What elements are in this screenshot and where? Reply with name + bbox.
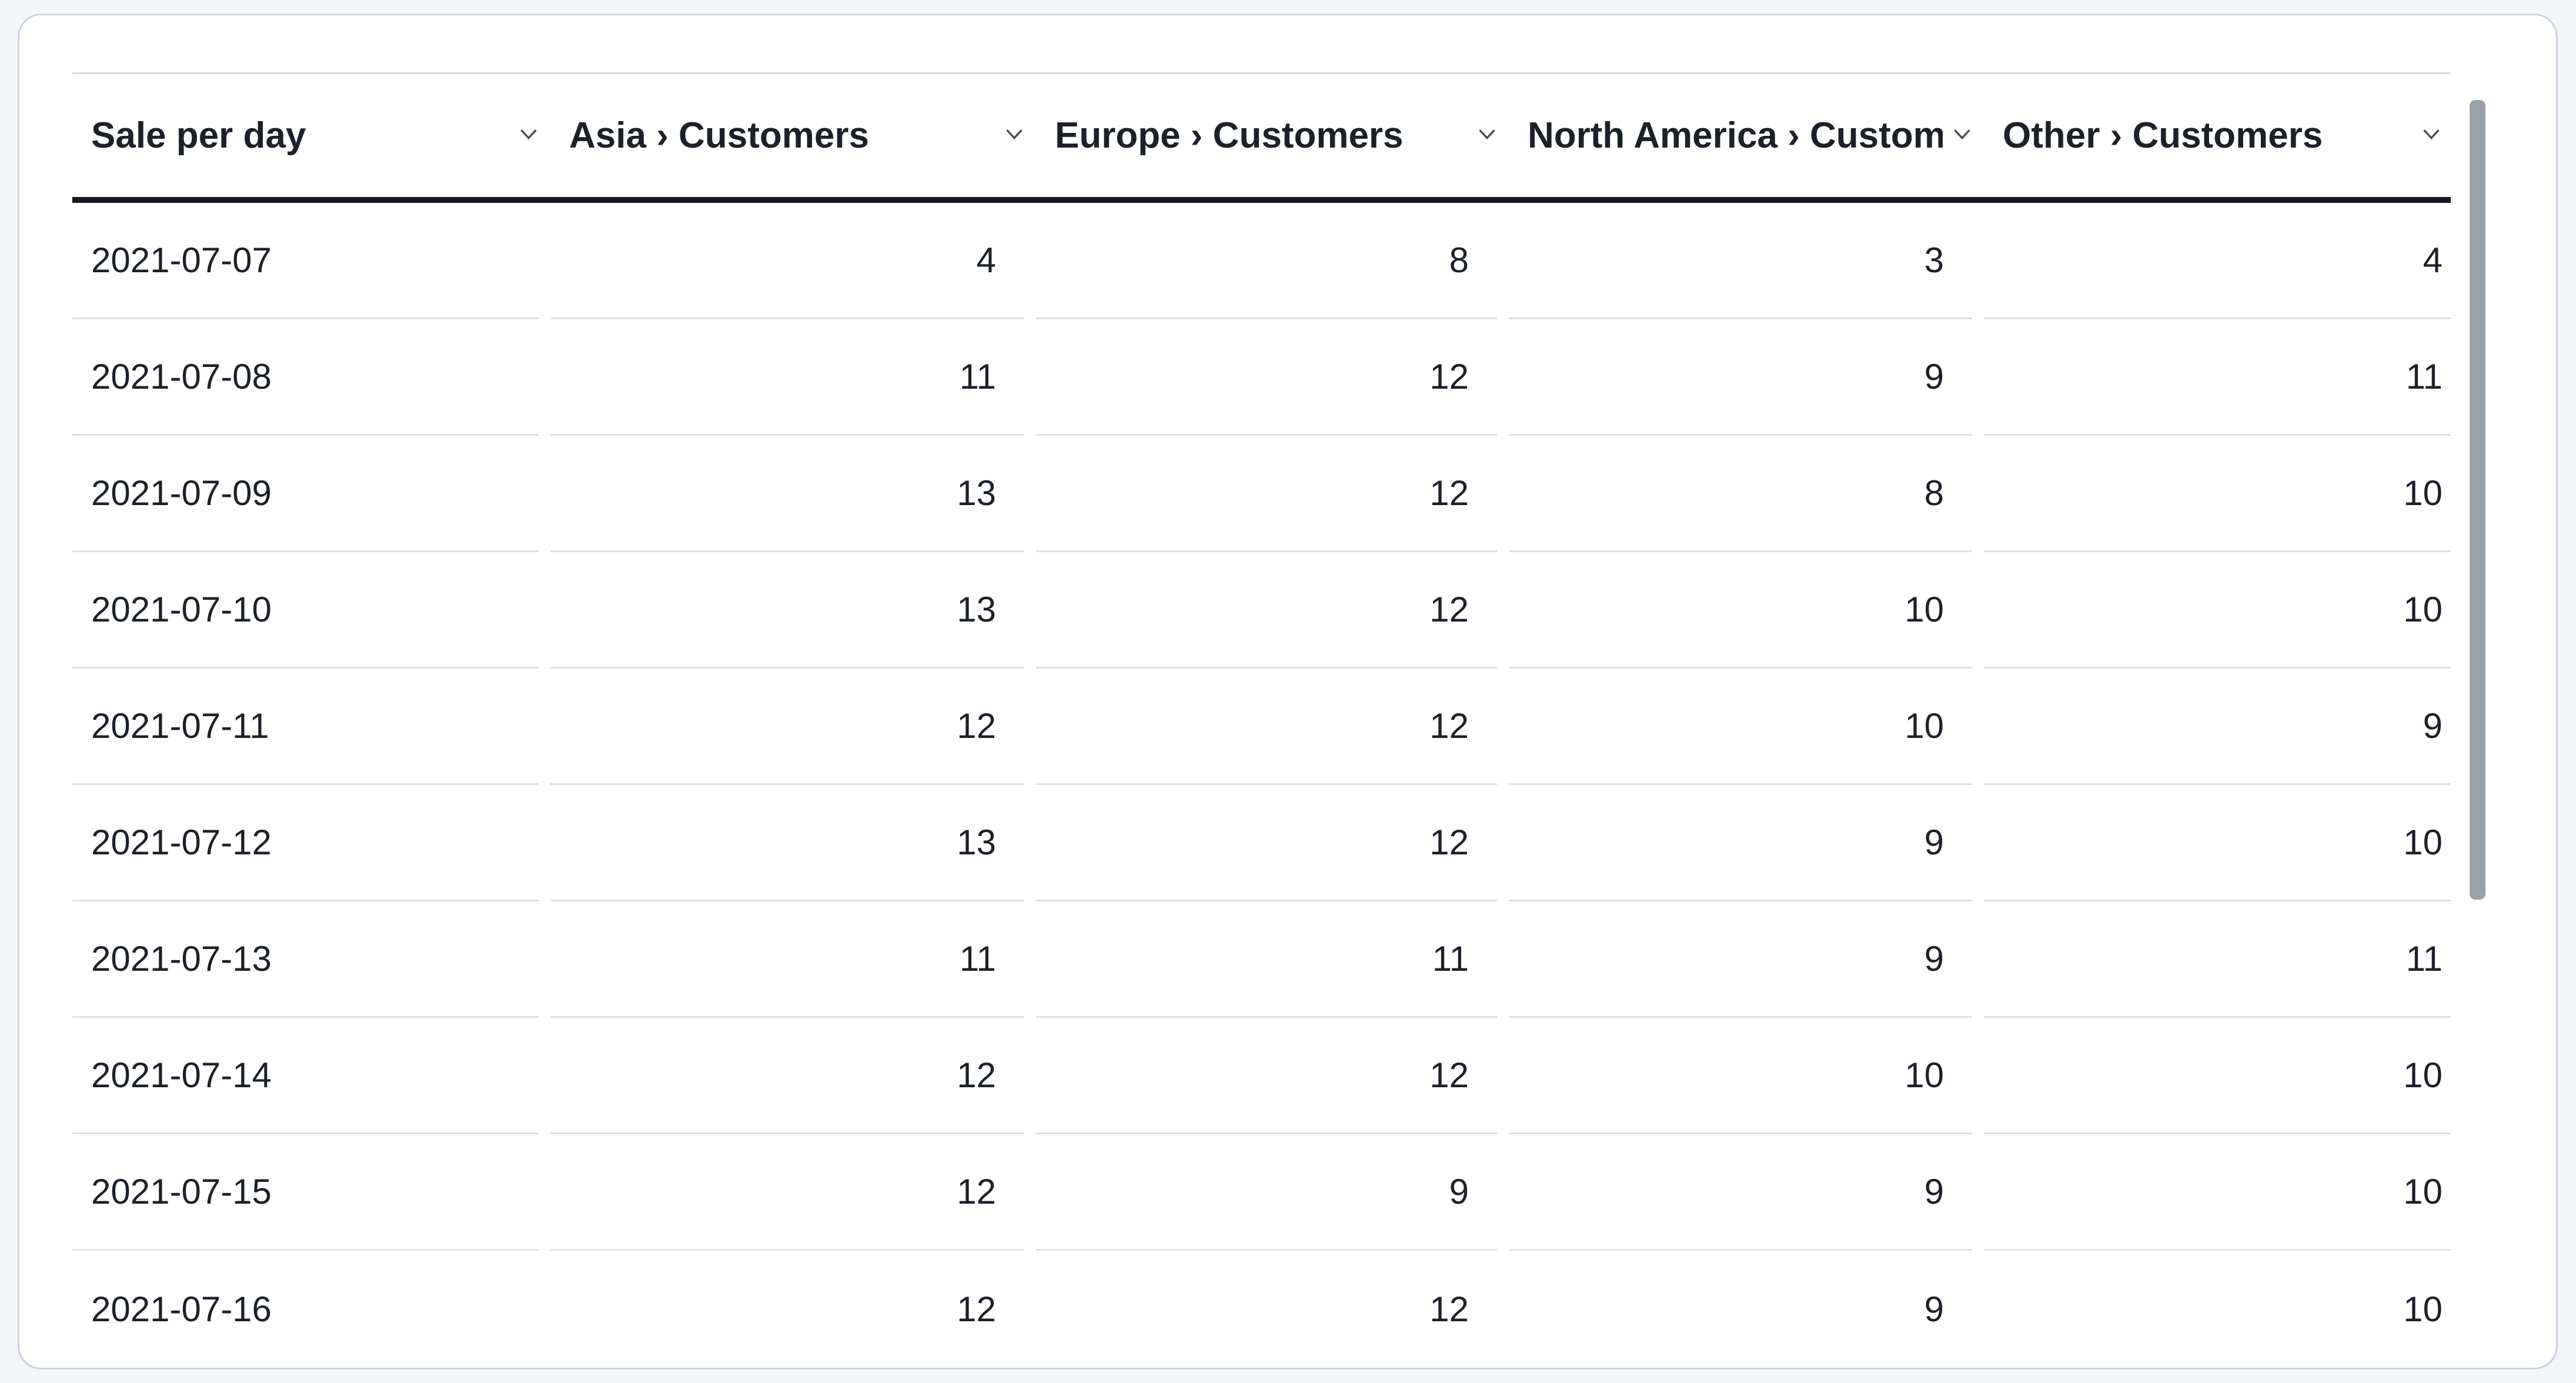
cell-other-customers[interactable]: 10 [2403,1289,2443,1329]
data-table: Sale per day Asia › Customers Europe › C… [72,72,2451,1367]
column-header-north-america-customers[interactable]: North America › Customers [1509,74,1984,197]
cell-north-america-customers[interactable]: 3 [1509,203,1972,319]
table-row: 2021-07-08 11 12 9 11 [72,319,2451,436]
cell-north-america-customers[interactable]: 9 [1509,901,1972,1018]
cell-asia-customers[interactable]: 11 [550,901,1024,1018]
table-card: Sale per day Asia › Customers Europe › C… [18,14,2558,1369]
cell-north-america-customers[interactable]: 10 [1509,552,1972,669]
table-row: 2021-07-16 12 12 9 10 [72,1251,2451,1367]
cell-other-customers[interactable]: 10 [1984,1018,2451,1134]
cell-date[interactable]: 2021-07-08 [72,319,539,436]
cell-date[interactable]: 2021-07-12 [72,785,539,901]
cell-north-america-customers[interactable]: 10 [1509,1018,1972,1134]
cell-asia-customers[interactable]: 12 [957,1289,996,1329]
column-header-other-customers[interactable]: Other › Customers [1984,74,2451,197]
table-row: 2021-07-10 13 12 10 10 [72,552,2451,669]
cell-asia-customers[interactable]: 12 [550,669,1024,785]
cell-other-customers[interactable]: 11 [1984,901,2451,1018]
cell-date[interactable]: 2021-07-07 [72,203,539,319]
chevron-down-icon[interactable] [1001,115,1028,156]
column-header-label: Other › Customers [2003,115,2323,156]
cell-north-america-customers[interactable]: 9 [1509,1134,1972,1251]
cell-asia-customers[interactable]: 13 [550,436,1024,552]
cell-europe-customers[interactable]: 8 [1036,203,1497,319]
cell-europe-customers[interactable]: 11 [1036,901,1497,1018]
cell-north-america-customers[interactable]: 10 [1509,669,1972,785]
column-header-label: Europe › Customers [1055,115,1404,156]
cell-date[interactable]: 2021-07-10 [72,552,539,669]
chevron-down-icon[interactable] [1949,115,1976,156]
column-header-label: Asia › Customers [569,115,869,156]
cell-other-customers[interactable]: 11 [1984,319,2451,436]
cell-other-customers[interactable]: 10 [1984,785,2451,901]
cell-date[interactable]: 2021-07-09 [72,436,539,552]
cell-europe-customers[interactable]: 12 [1036,436,1497,552]
cell-north-america-customers[interactable]: 9 [1509,319,1972,436]
column-header-europe-customers[interactable]: Europe › Customers [1036,74,1509,197]
cell-europe-customers[interactable]: 12 [1036,552,1497,669]
cell-europe-customers[interactable]: 12 [1036,319,1497,436]
table-row: 2021-07-15 12 9 9 10 [72,1134,2451,1251]
table-body: 2021-07-07 4 8 3 4 2021-07-08 11 12 9 11… [72,203,2451,1367]
chevron-down-icon[interactable] [2418,115,2445,156]
cell-other-customers[interactable]: 10 [1984,436,2451,552]
cell-other-customers[interactable]: 10 [1984,552,2451,669]
table-row: 2021-07-12 13 12 9 10 [72,785,2451,901]
cell-date[interactable]: 2021-07-15 [72,1134,539,1251]
cell-other-customers[interactable]: 10 [1984,1134,2451,1251]
column-header-label: North America › Customers [1528,115,1943,156]
cell-date[interactable]: 2021-07-16 [91,1289,272,1329]
table-row: 2021-07-09 13 12 8 10 [72,436,2451,552]
cell-asia-customers[interactable]: 13 [550,552,1024,669]
chevron-down-icon[interactable] [515,115,542,156]
cell-date[interactable]: 2021-07-14 [72,1018,539,1134]
table-row: 2021-07-11 12 12 10 9 [72,669,2451,785]
cell-other-customers[interactable]: 4 [1984,203,2451,319]
cell-date[interactable]: 2021-07-13 [72,901,539,1018]
cell-north-america-customers[interactable]: 8 [1509,436,1972,552]
vertical-scrollbar-thumb[interactable] [2470,100,2485,900]
cell-asia-customers[interactable]: 12 [550,1018,1024,1134]
table-row: 2021-07-13 11 11 9 11 [72,901,2451,1018]
cell-asia-customers[interactable]: 11 [550,319,1024,436]
cell-asia-customers[interactable]: 13 [550,785,1024,901]
column-header-label: Sale per day [91,115,306,156]
cell-asia-customers[interactable]: 4 [550,203,1024,319]
cell-europe-customers[interactable]: 12 [1429,1289,1469,1329]
cell-europe-customers[interactable]: 9 [1036,1134,1497,1251]
cell-europe-customers[interactable]: 12 [1036,1018,1497,1134]
cell-asia-customers[interactable]: 12 [550,1134,1024,1251]
cell-date[interactable]: 2021-07-11 [72,669,539,785]
cell-europe-customers[interactable]: 12 [1036,669,1497,785]
cell-other-customers[interactable]: 9 [1984,669,2451,785]
table-header: Sale per day Asia › Customers Europe › C… [72,72,2451,203]
cell-north-america-customers[interactable]: 9 [1509,785,1972,901]
column-header-sale-per-day[interactable]: Sale per day [72,74,550,197]
table-row: 2021-07-07 4 8 3 4 [72,203,2451,319]
column-header-asia-customers[interactable]: Asia › Customers [550,74,1036,197]
table-row: 2021-07-14 12 12 10 10 [72,1018,2451,1134]
cell-europe-customers[interactable]: 12 [1036,785,1497,901]
chevron-down-icon[interactable] [1474,115,1501,156]
cell-north-america-customers[interactable]: 9 [1924,1289,1944,1329]
